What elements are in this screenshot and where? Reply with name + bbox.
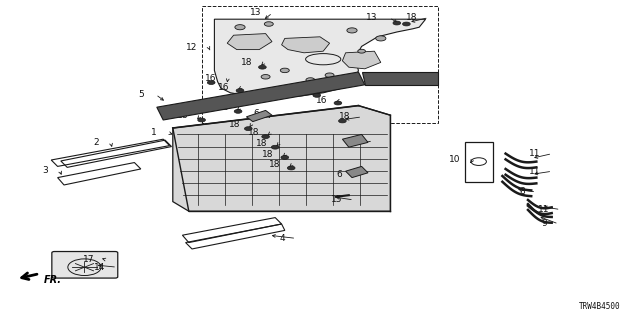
Text: 16: 16 [316,96,328,105]
Text: 18: 18 [269,160,280,169]
Circle shape [234,109,242,113]
Circle shape [347,28,357,33]
Text: 4: 4 [279,234,285,243]
Circle shape [393,21,401,25]
Text: 18: 18 [339,112,351,121]
Text: 18: 18 [256,139,268,148]
Polygon shape [227,34,272,50]
Circle shape [306,78,315,82]
Circle shape [261,75,270,79]
Text: 11: 11 [538,205,549,214]
Text: 16: 16 [294,88,306,97]
Text: 17: 17 [83,255,95,264]
Circle shape [403,22,410,26]
Text: 9: 9 [541,220,547,228]
Text: 12: 12 [186,43,197,52]
Text: 6: 6 [253,109,259,118]
Circle shape [259,65,266,69]
Text: 13: 13 [250,8,261,17]
Circle shape [287,166,295,170]
Polygon shape [214,19,426,98]
FancyBboxPatch shape [52,252,118,278]
Text: 14: 14 [94,263,106,272]
Circle shape [207,81,215,84]
Text: 18: 18 [218,103,229,112]
Circle shape [264,22,273,26]
Text: FR.: FR. [44,275,61,285]
Text: 7: 7 [356,136,362,145]
Text: 18: 18 [406,13,417,22]
Circle shape [198,118,205,122]
Polygon shape [342,51,381,69]
Polygon shape [342,134,368,147]
Circle shape [358,49,365,53]
Text: 10: 10 [449,156,461,164]
Circle shape [280,68,289,73]
Circle shape [262,135,269,139]
Circle shape [271,145,279,149]
Circle shape [235,25,245,30]
Text: 11: 11 [529,149,541,158]
Text: 18: 18 [177,111,189,120]
Text: 18: 18 [228,120,240,129]
Text: 6: 6 [337,170,342,179]
Text: 15: 15 [331,196,342,204]
Circle shape [339,119,346,123]
Polygon shape [173,106,390,211]
Circle shape [236,89,244,92]
Text: 5: 5 [138,90,144,99]
Text: 8: 8 [519,188,525,196]
Text: 3: 3 [42,166,48,175]
Text: 11: 11 [529,167,541,176]
Polygon shape [362,72,438,85]
Text: 1: 1 [151,128,157,137]
Circle shape [313,93,321,97]
Circle shape [334,101,342,105]
Text: 2: 2 [93,138,99,147]
Polygon shape [346,166,368,178]
Circle shape [376,36,386,41]
Text: 13: 13 [366,13,378,22]
Circle shape [325,73,334,77]
Text: TRW4B4500: TRW4B4500 [579,302,621,311]
Text: 18: 18 [241,58,253,67]
Text: 18: 18 [248,128,259,137]
Polygon shape [246,110,272,122]
Text: 16: 16 [218,84,229,92]
Polygon shape [282,37,330,53]
Text: 18: 18 [262,150,274,159]
Circle shape [281,156,289,159]
Circle shape [244,127,252,131]
Polygon shape [157,72,365,120]
Text: 16: 16 [205,74,216,83]
